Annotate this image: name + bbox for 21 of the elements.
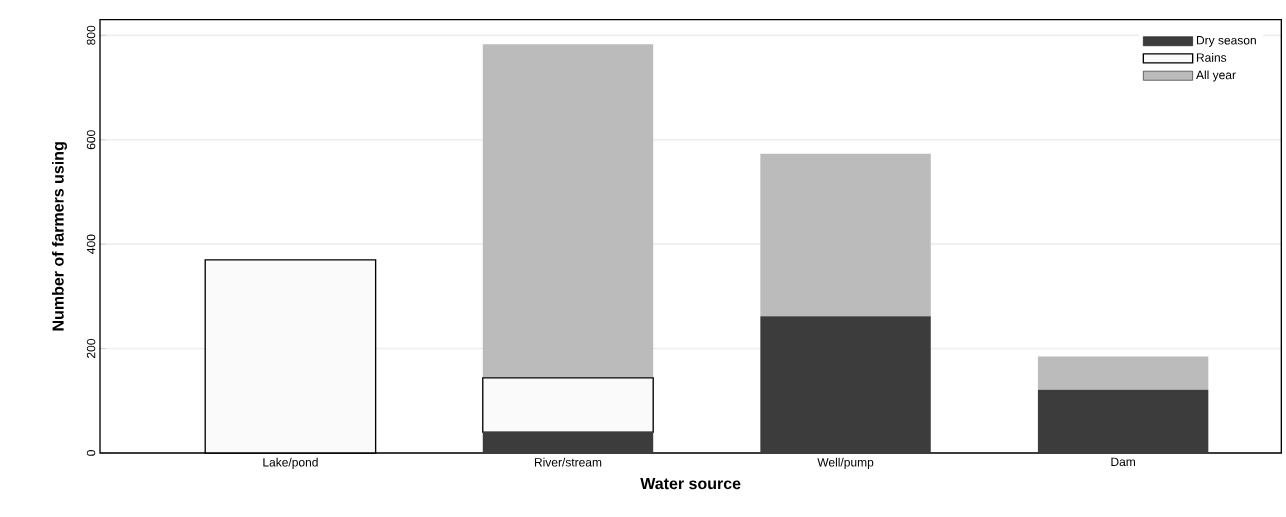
y-tick-label: 0 — [86, 450, 96, 456]
y-tick-label: 400 — [86, 234, 96, 254]
y-tick-label: 600 — [86, 130, 96, 150]
legend-label: Rains — [1196, 53, 1227, 62]
legend-label: All year — [1196, 70, 1236, 82]
y-axis-title: Number of farmers using — [52, 142, 67, 331]
x-axis-title: Water source — [640, 478, 741, 490]
x-tick-label: Lake/pond — [263, 457, 318, 469]
x-tick-label: Well/pump — [817, 457, 874, 469]
y-tick-label: 800 — [86, 25, 96, 45]
bar — [482, 377, 654, 433]
bar — [482, 44, 654, 378]
x-tick-label: Dam — [1111, 457, 1135, 467]
x-tick-label: River/stream — [534, 457, 602, 467]
legend-label: Dry season — [1196, 36, 1256, 47]
bar — [1037, 356, 1209, 390]
y-tick-label: 200 — [86, 339, 96, 358]
bar — [760, 153, 931, 317]
bar — [760, 316, 931, 453]
bar — [482, 432, 654, 453]
bar — [1037, 389, 1209, 453]
